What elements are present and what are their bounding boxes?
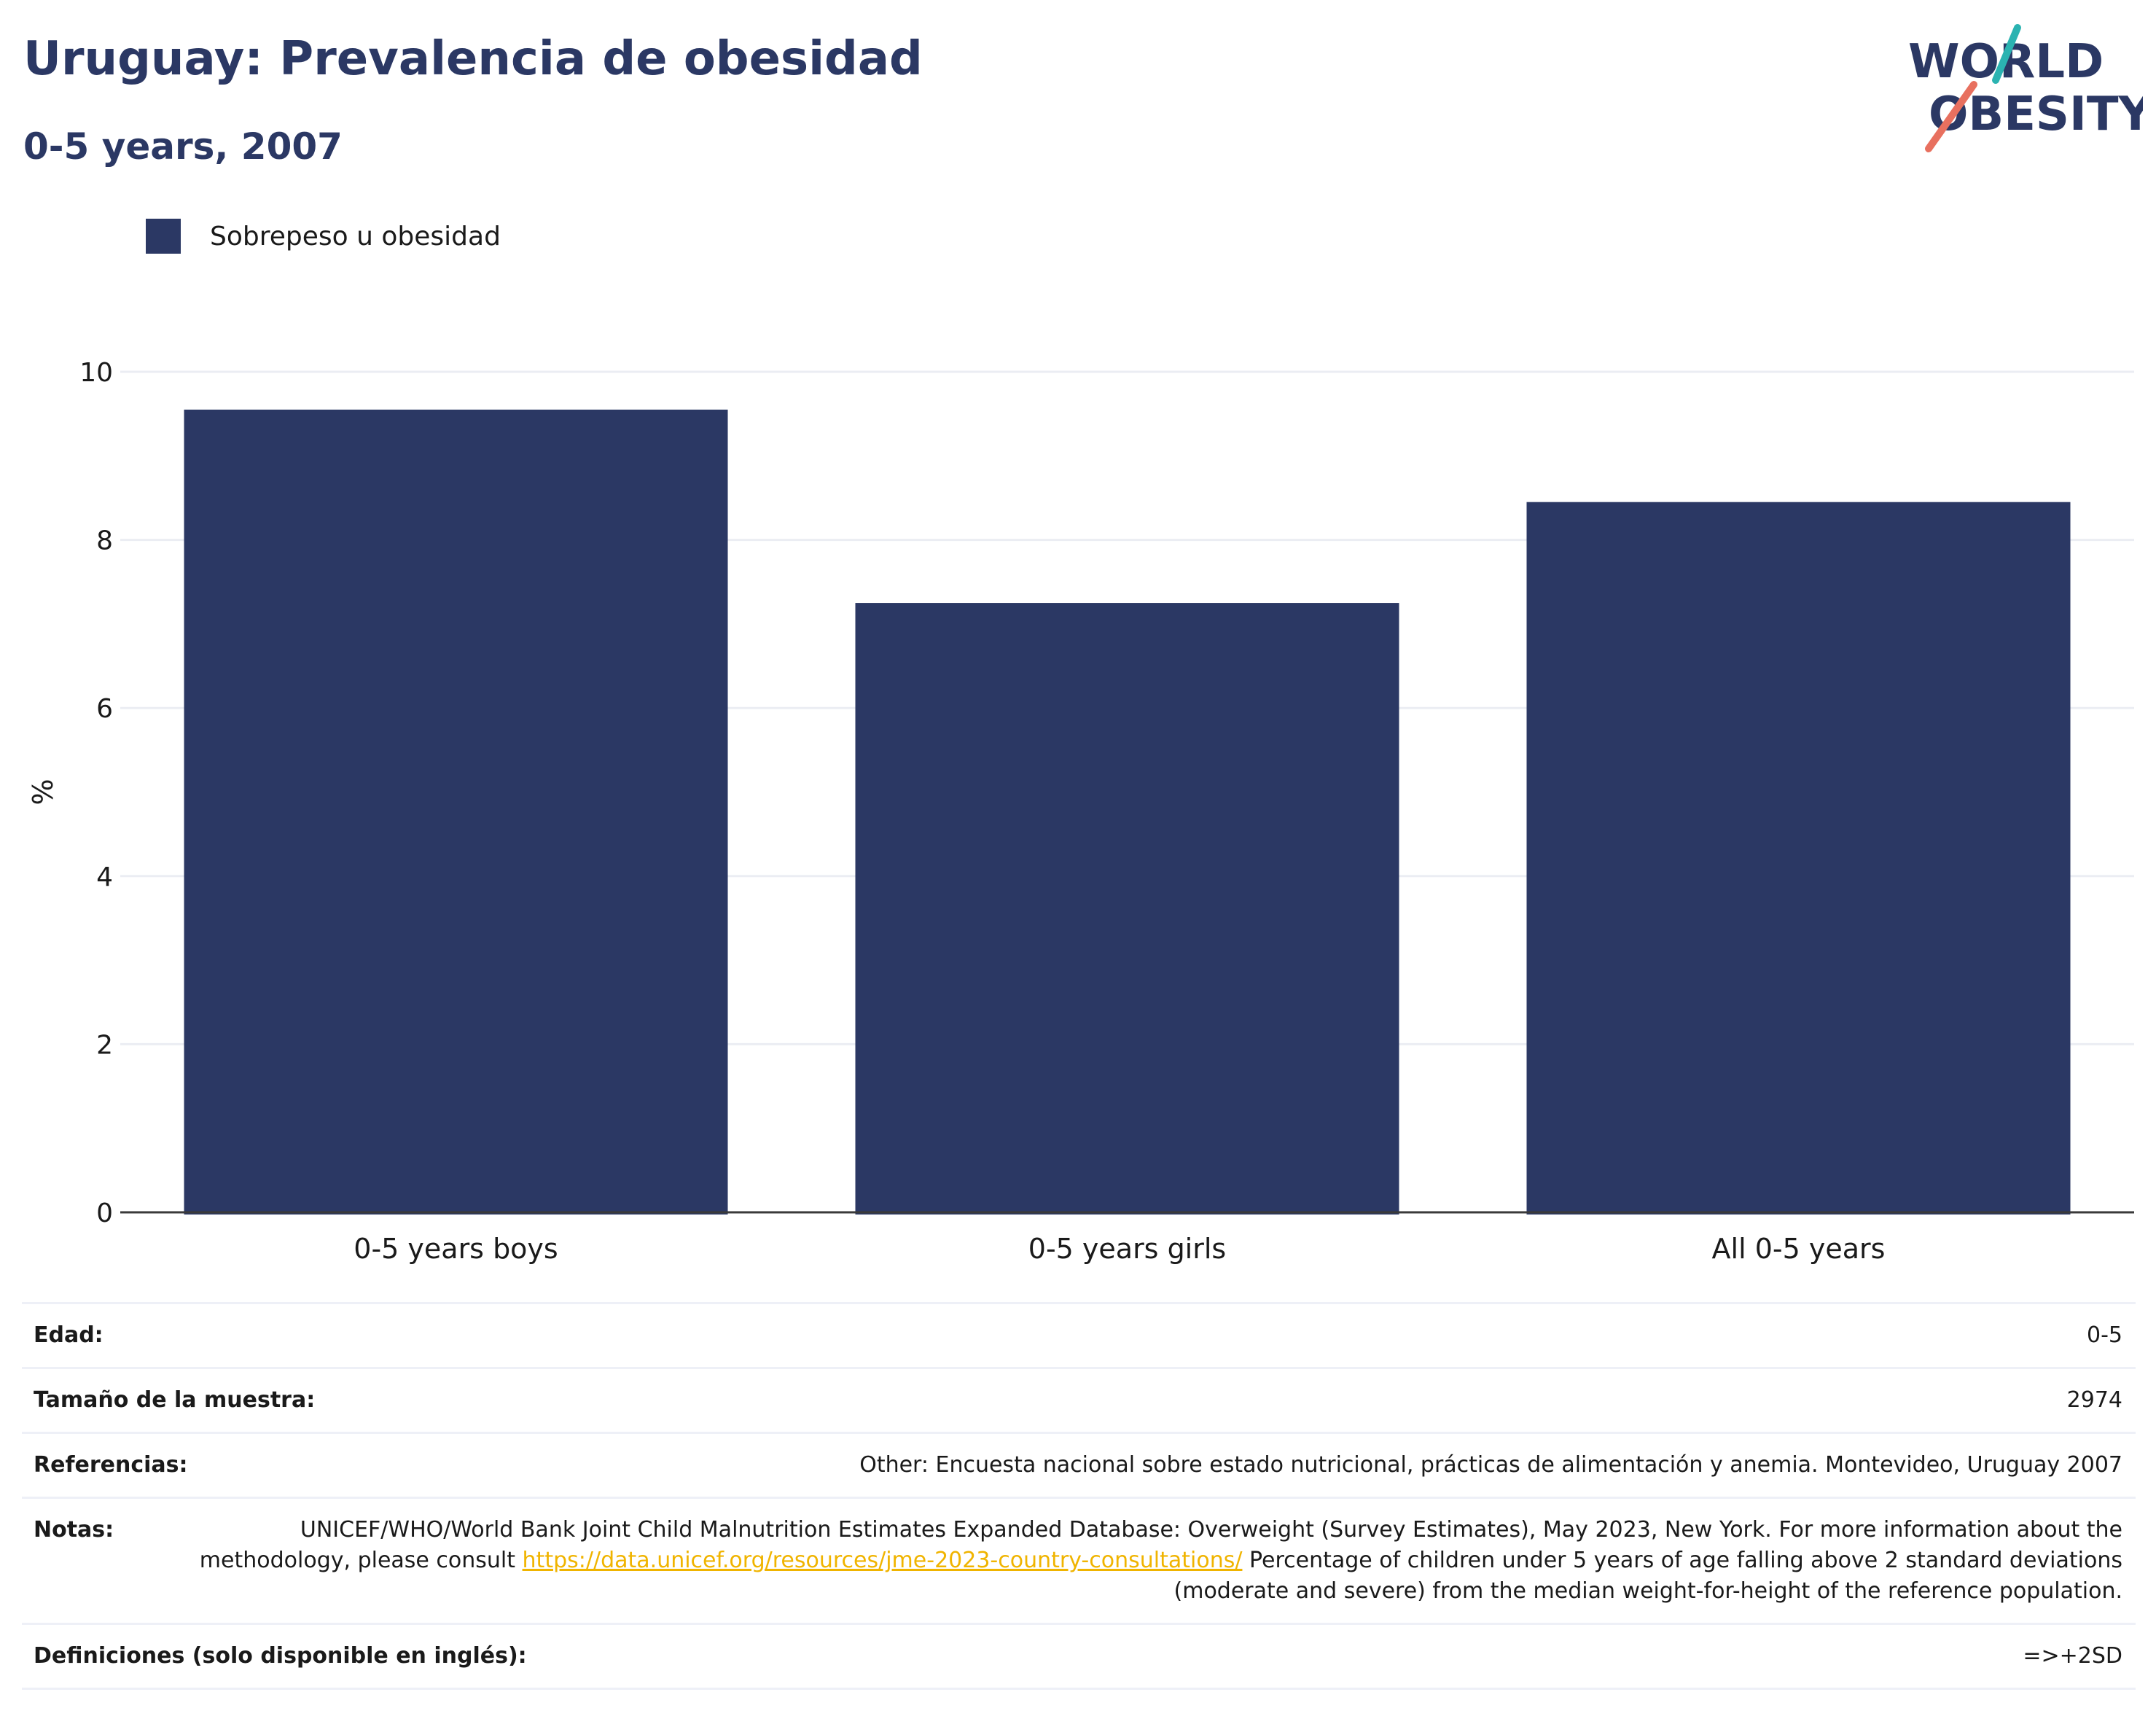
- meta-label: Notas:: [34, 1517, 114, 1543]
- x-tick-label: 0-5 years boys: [354, 1233, 558, 1265]
- y-tick-label: 6: [96, 694, 113, 724]
- metadata-table: Edad: 0-5 Tamaño de la muestra: 2974 Ref…: [22, 1302, 2136, 1690]
- meta-label: Definiciones (solo disponible en inglés)…: [34, 1643, 527, 1669]
- bars: [184, 409, 2071, 1214]
- chart-title: Uruguay: Prevalencia de obesidad: [23, 32, 923, 86]
- notes-text: UNICEF/WHO/World Bank Joint Child Malnut…: [199, 1517, 2122, 1573]
- x-tick-label: 0-5 years girls: [1028, 1233, 1226, 1265]
- y-axis-label: %: [27, 779, 59, 805]
- meta-row-notes: Notas: UNICEF/WHO/World Bank Joint Child…: [22, 1497, 2136, 1623]
- legend[interactable]: Sobrepeso u obesidad: [146, 217, 501, 255]
- meta-value: 0-5: [2087, 1322, 2122, 1348]
- logo-slash-teal: [1992, 24, 2021, 84]
- y-tick-label: 0: [96, 1198, 113, 1228]
- meta-value: Other: Encuesta nacional sobre estado nu…: [859, 1452, 2122, 1478]
- world-obesity-logo: WORLD OBESITY: [1908, 24, 2143, 152]
- y-tick-label: 2: [96, 1030, 113, 1060]
- bar[interactable]: [855, 603, 1399, 1214]
- bar[interactable]: [184, 409, 728, 1214]
- meta-value: 2974: [2066, 1387, 2122, 1413]
- logo-text-obesity: OBESITY: [1929, 87, 2143, 141]
- meta-row-sample-size: Tamaño de la muestra: 2974: [22, 1367, 2136, 1432]
- meta-row-definitions: Definiciones (solo disponible en inglés)…: [22, 1623, 2136, 1690]
- y-tick-label: 8: [96, 526, 113, 556]
- meta-label: Tamaño de la muestra:: [34, 1387, 316, 1413]
- bar[interactable]: [1526, 502, 2071, 1214]
- chart-subtitle: 0-5 years, 2007: [23, 125, 343, 168]
- methodology-link[interactable]: https://data.unicef.org/resources/jme-20…: [522, 1548, 1243, 1573]
- y-tick-label: 10: [79, 358, 113, 388]
- meta-row-edad: Edad: 0-5: [22, 1302, 2136, 1367]
- logo-slash-coral: [1925, 81, 1977, 152]
- legend-swatch: [146, 219, 181, 254]
- notes-text-definition: Percentage of children under 5 years of …: [1173, 1548, 2122, 1604]
- legend-label: Sobrepeso u obesidad: [210, 221, 501, 252]
- bar-chart: 0 2 4 6 8 10 0-5 years boys 0-5 years girls All…: [27, 358, 2134, 1265]
- meta-row-references: Referencias: Other: Encuesta nacional so…: [22, 1432, 2136, 1497]
- meta-value: =>+2SD: [2023, 1643, 2122, 1669]
- notes-value: UNICEF/WHO/World Bank Joint Child Malnut…: [172, 1515, 2122, 1607]
- y-tick-labels: 0 2 4 6 8 10: [79, 358, 113, 1228]
- meta-label: Edad:: [34, 1322, 103, 1348]
- x-tick-label: All 0-5 years: [1712, 1233, 1886, 1265]
- y-tick-label: 4: [96, 862, 113, 892]
- x-tick-labels: 0-5 years boys 0-5 years girls All 0-5 yea…: [354, 1233, 1885, 1265]
- meta-label: Referencias:: [34, 1452, 188, 1478]
